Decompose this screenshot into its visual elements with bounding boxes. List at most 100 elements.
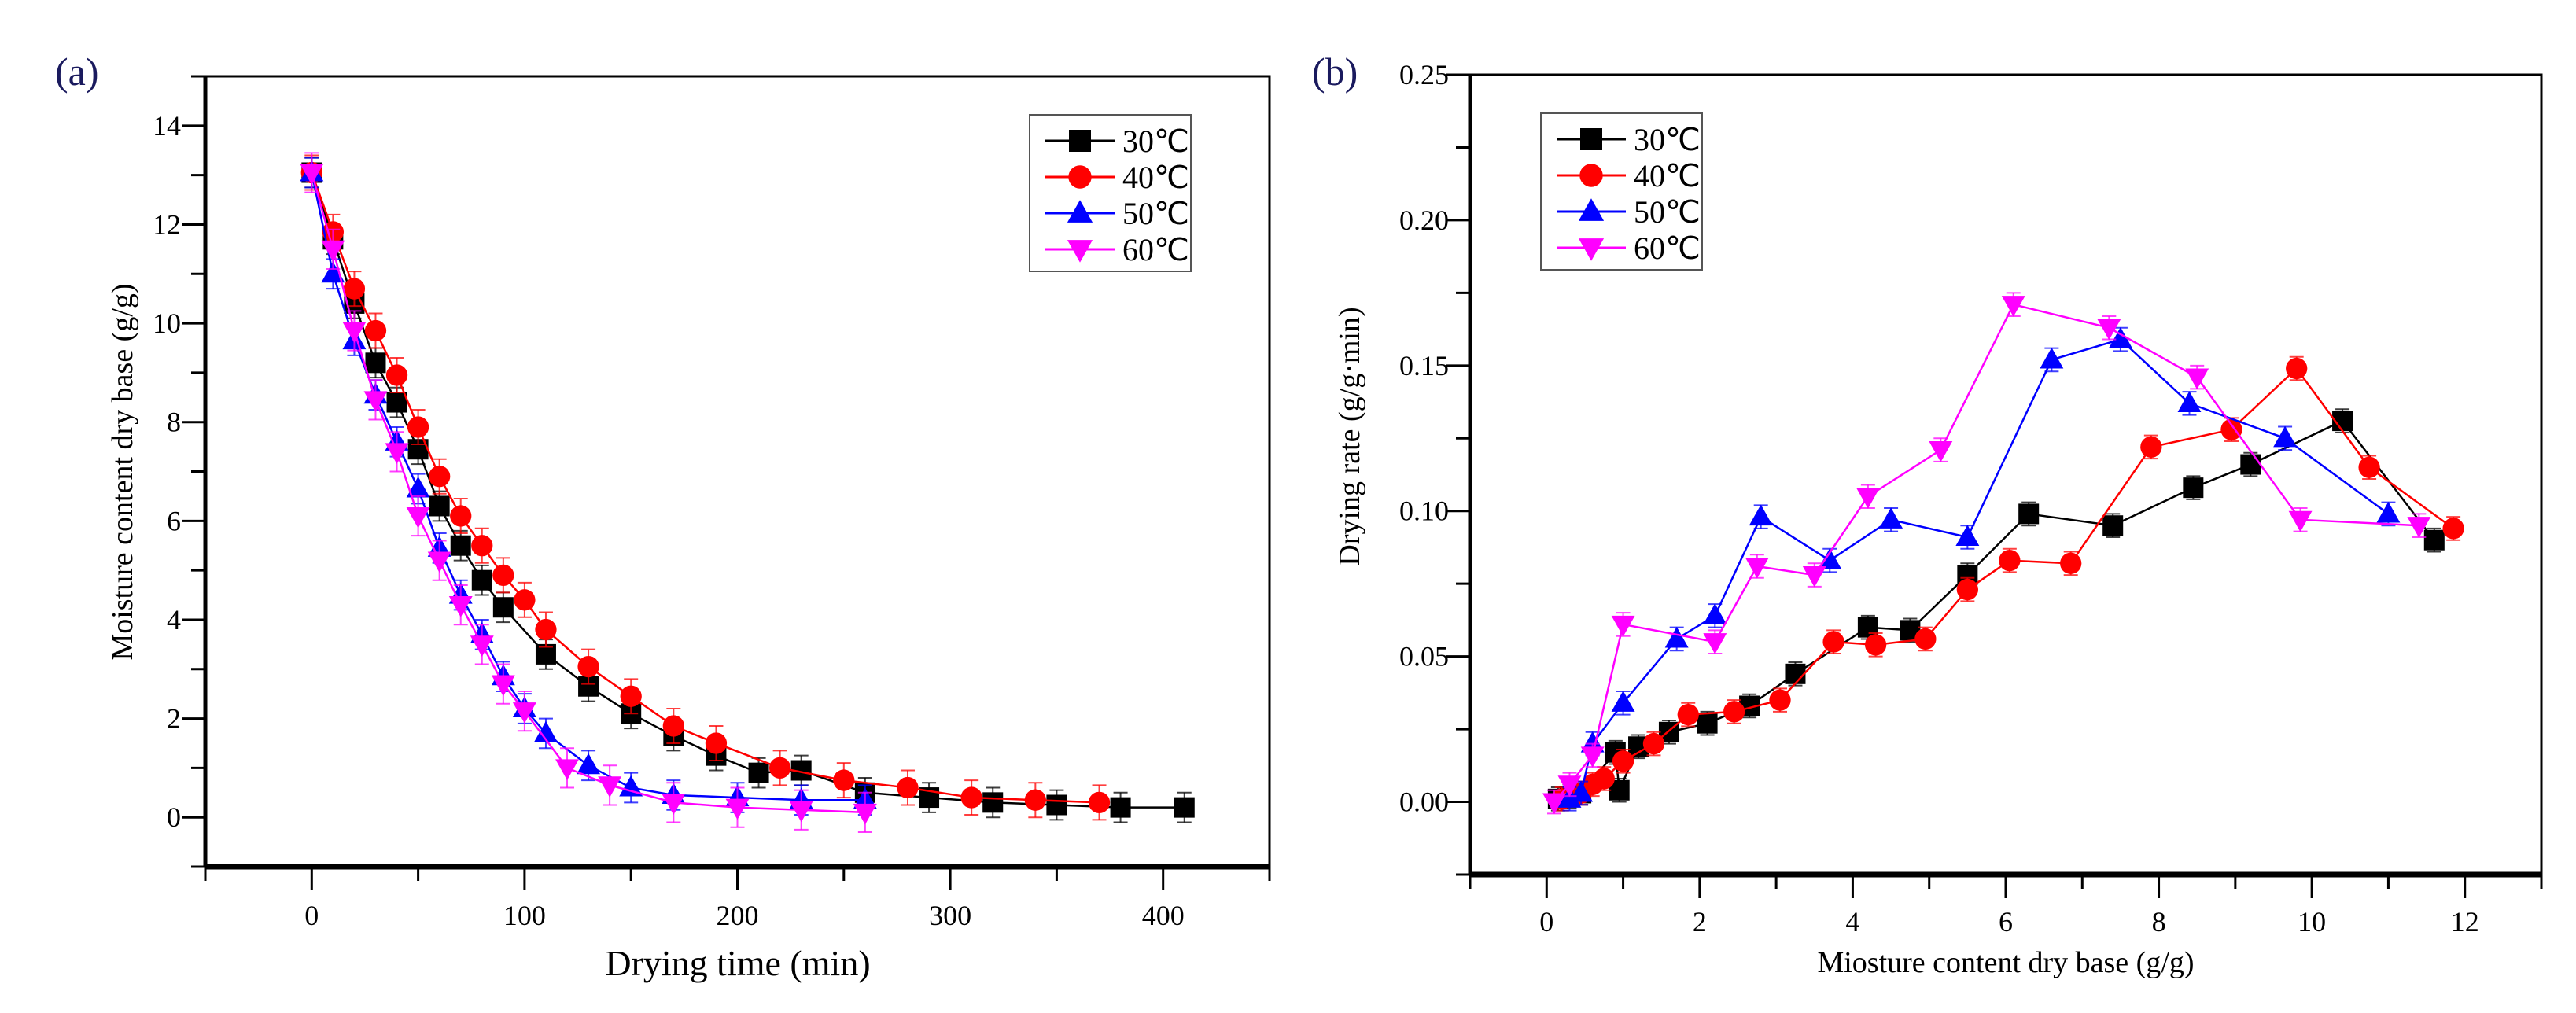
y-tick-label: 0.25 (1399, 59, 1449, 90)
data-point (1580, 746, 1605, 768)
data-point (450, 505, 472, 527)
legend-marker (1069, 130, 1091, 152)
y-tick-label: 4 (167, 604, 181, 635)
legend-item: 40℃ (1045, 160, 1189, 195)
data-point (2220, 418, 2242, 440)
series-line (1568, 338, 2390, 800)
data-point (1593, 768, 1615, 790)
x-tick-label: 300 (929, 900, 971, 931)
data-point (897, 776, 919, 799)
data-point (1088, 791, 1111, 813)
data-point (1802, 566, 1826, 588)
data-point (363, 391, 388, 413)
y-tick-label: 12 (153, 208, 181, 240)
data-point (321, 240, 345, 262)
data-point (1745, 557, 1769, 579)
data-point (768, 757, 791, 779)
data-point (748, 762, 769, 783)
series-40c (1551, 355, 2464, 812)
y-tick-label: 0 (167, 801, 181, 833)
data-point (1024, 789, 1046, 811)
data-point (982, 792, 1004, 813)
data-point (1785, 663, 1806, 684)
y-tick-label: 10 (153, 308, 181, 339)
data-point (1864, 634, 1887, 656)
data-point (1611, 691, 1635, 712)
data-point (406, 506, 430, 529)
data-point (1723, 701, 1745, 723)
data-point (1818, 547, 1842, 569)
data-point (1697, 713, 1718, 734)
data-point (2018, 503, 2040, 525)
data-point (1914, 628, 1937, 650)
data-point (2288, 510, 2313, 532)
data-point (1557, 786, 1582, 808)
y-axis-title: Drying rate (g/g·min) (1333, 307, 1366, 565)
legend-label: 50℃ (1122, 196, 1189, 231)
data-point (2040, 347, 2064, 369)
data-point (1664, 626, 1689, 648)
legend-item: 60℃ (1045, 232, 1189, 267)
data-point (364, 319, 387, 342)
data-point (619, 775, 643, 797)
data-point (492, 597, 514, 618)
data-point (429, 495, 450, 517)
x-tick-label: 6 (1999, 906, 2013, 937)
data-point (1642, 732, 1665, 755)
data-point (1955, 525, 1980, 547)
legend-marker (1578, 238, 1605, 261)
data-point (471, 535, 493, 557)
data-point (450, 535, 471, 556)
legend-marker (1579, 164, 1603, 187)
data-point (789, 801, 813, 823)
legend-item: 30℃ (1045, 123, 1189, 159)
y-tick-label: 0.05 (1399, 641, 1449, 672)
data-point (1929, 441, 1953, 462)
data-point (705, 732, 728, 754)
legend: 30℃40℃50℃60℃ (1540, 112, 1703, 271)
data-point (1769, 689, 1791, 711)
x-tick-label: 0 (1539, 906, 1553, 937)
data-point (1557, 775, 1582, 797)
data-point (492, 564, 514, 587)
legend-label: 60℃ (1634, 230, 1701, 266)
data-point (2240, 454, 2261, 475)
data-point (2423, 529, 2445, 551)
data-point (2177, 391, 2202, 412)
panel-b-label: (b) (1312, 50, 1358, 94)
series-60c (1542, 292, 2431, 815)
x-tick-label: 12 (2451, 906, 2479, 937)
data-point (2108, 326, 2132, 348)
y-tick-label: 0.20 (1399, 204, 1449, 236)
data-point (1879, 507, 1903, 529)
data-point (620, 685, 642, 707)
data-point (427, 551, 451, 573)
x-tick-label: 400 (1142, 900, 1185, 931)
legend-item: 50℃ (1557, 194, 1701, 230)
series-line (311, 172, 1100, 804)
data-point (448, 596, 473, 617)
legend-label: 50℃ (1634, 194, 1701, 230)
data-point (1542, 793, 1566, 815)
data-point (662, 794, 686, 815)
data-point (1956, 578, 1979, 601)
x-tick-label: 100 (503, 900, 546, 931)
legend-label: 40℃ (1122, 160, 1189, 195)
legend-label: 60℃ (1122, 232, 1189, 267)
panel-b-drying-rate: (b) Drying rate (g/g·min) Miosture conte… (1312, 50, 2543, 979)
legend-marker (1580, 128, 1602, 150)
x-tick-label: 2 (1693, 906, 1707, 937)
legend-item: 50℃ (1045, 196, 1189, 231)
legend-item: 40℃ (1557, 158, 1701, 193)
data-point (598, 776, 622, 798)
series-60c (300, 152, 877, 834)
data-point (2097, 319, 2121, 341)
data-point (385, 443, 409, 464)
data-point (2376, 501, 2401, 523)
data-point (2407, 517, 2431, 538)
x-tick-label: 0 (304, 900, 319, 931)
series-30c (1547, 408, 2445, 812)
data-point (491, 675, 515, 697)
data-point (1856, 488, 1880, 509)
